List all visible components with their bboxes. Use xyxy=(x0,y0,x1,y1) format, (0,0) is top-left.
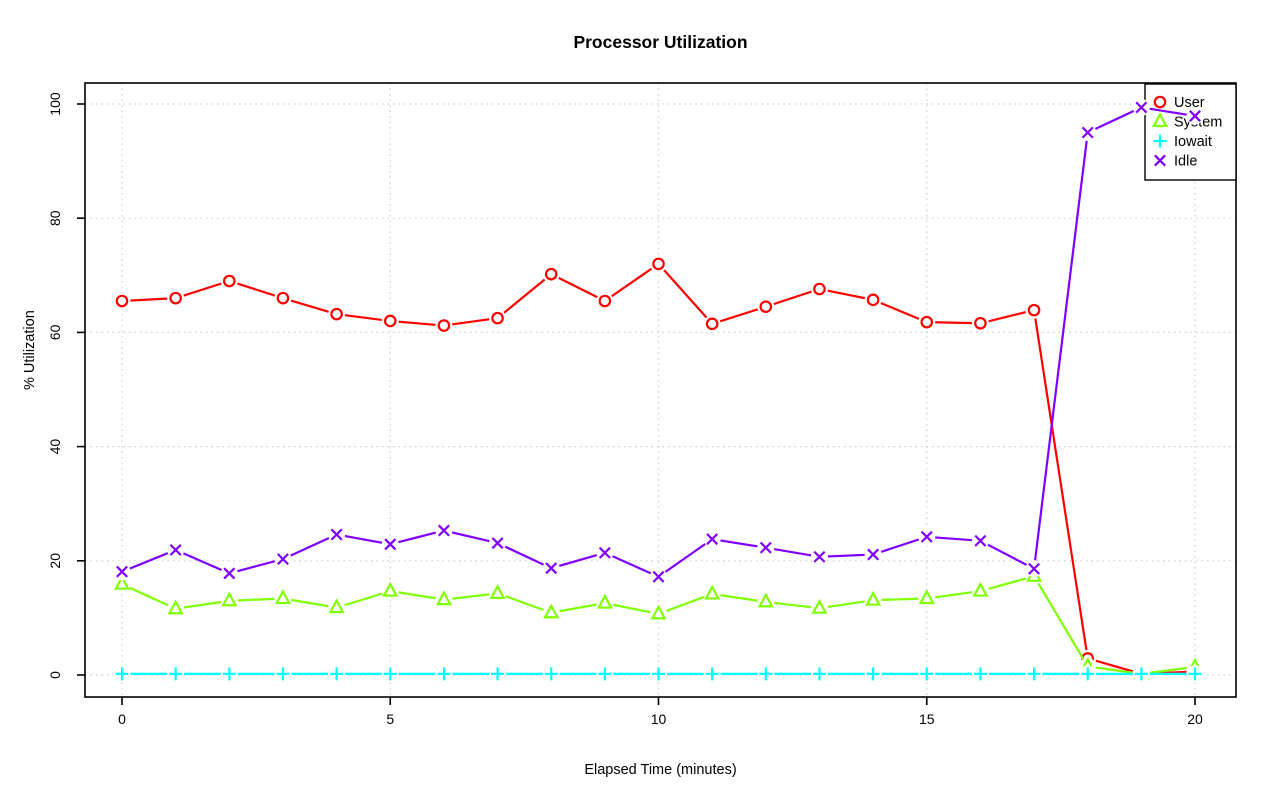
x-axis-label: Elapsed Time (minutes) xyxy=(584,762,737,778)
svg-text:15: 15 xyxy=(919,711,935,727)
chart-title: Processor Utilization xyxy=(573,32,748,52)
svg-text:20: 20 xyxy=(47,553,63,569)
legend: UserSystemIowaitIdle xyxy=(1144,83,1237,181)
series-iowait xyxy=(113,665,1204,683)
svg-text:100: 100 xyxy=(47,92,63,116)
svg-text:5: 5 xyxy=(386,711,394,727)
grid xyxy=(85,83,1236,697)
svg-text:0: 0 xyxy=(118,711,126,727)
svg-text:0: 0 xyxy=(47,671,63,679)
svg-text:20: 20 xyxy=(1187,711,1203,727)
x-axis: 0 5 10 15 20 xyxy=(118,697,1203,727)
legend-label-iowait: Iowait xyxy=(1174,134,1212,150)
plot-frame xyxy=(84,82,1237,698)
svg-text:80: 80 xyxy=(47,210,63,226)
svg-text:60: 60 xyxy=(47,324,63,340)
series-idle xyxy=(113,98,1204,586)
legend-label-user: User xyxy=(1174,95,1205,111)
y-axis: 0 20 40 60 80 100 xyxy=(47,92,85,679)
svg-text:10: 10 xyxy=(651,711,667,727)
legend-label-idle: Idle xyxy=(1174,154,1197,170)
svg-text:40: 40 xyxy=(47,439,63,455)
